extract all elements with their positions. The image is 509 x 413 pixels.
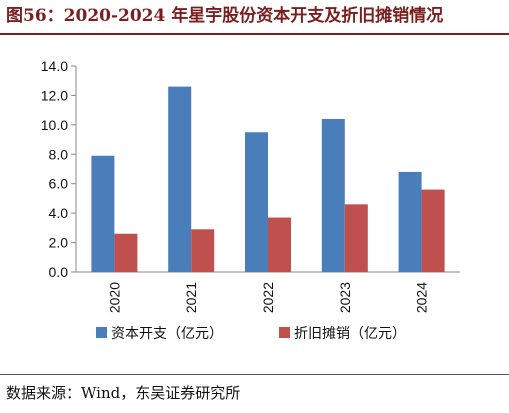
bar-capex-2022 xyxy=(245,132,268,272)
x-tick-label: 2021 xyxy=(183,282,199,313)
chart-legend: 资本开支（亿元） 折旧摊销（亿元） xyxy=(96,326,406,342)
bar-capex-2024 xyxy=(398,171,422,272)
y-tick-label: 2.0 xyxy=(49,235,69,251)
y-tick-label: 12.0 xyxy=(41,87,68,103)
bar-capex-2023 xyxy=(321,118,345,272)
x-tick-label: 2023 xyxy=(337,282,353,313)
title-divider xyxy=(0,33,509,35)
bar-depreciation-2021 xyxy=(191,229,215,272)
x-tick-label: 2022 xyxy=(260,282,276,313)
y-axis-ticks: 0.0 2.0 4.0 6.0 8.0 10.0 12.0 14.0 xyxy=(41,58,76,280)
y-tick-label: 10.0 xyxy=(41,117,68,133)
x-tick-label: 2024 xyxy=(414,282,430,313)
y-tick-label: 8.0 xyxy=(49,146,69,162)
y-tick-label: 14.0 xyxy=(41,58,68,74)
data-source-note: 数据来源：Wind，东吴证券研究所 xyxy=(6,384,241,402)
bar-depreciation-2020 xyxy=(114,233,138,272)
y-tick-label: 4.0 xyxy=(49,205,69,221)
x-tick-label: 2020 xyxy=(106,282,122,313)
bar-depreciation-2024 xyxy=(421,189,445,272)
bar-chart: 0.0 2.0 4.0 6.0 8.0 10.0 12.0 14.0 2020 2021 2022… xyxy=(41,58,460,342)
legend-swatch xyxy=(279,327,290,338)
footer-divider xyxy=(0,374,509,375)
legend-label: 资本开支（亿元） xyxy=(111,326,223,342)
bar-series xyxy=(91,86,445,272)
chart-title: 图56：2020-2024 年星宇股份资本开支及折旧摊销情况 xyxy=(6,6,444,26)
y-tick-label: 0.0 xyxy=(49,264,69,280)
x-axis-ticks: 2020 2021 2022 2023 2024 xyxy=(106,282,429,313)
bar-depreciation-2022 xyxy=(268,217,291,272)
bar-capex-2021 xyxy=(168,86,192,272)
legend-label: 折旧摊销（亿元） xyxy=(294,326,406,342)
legend-swatch xyxy=(96,327,107,338)
bar-capex-2020 xyxy=(91,155,115,272)
y-tick-label: 6.0 xyxy=(49,176,69,192)
bar-depreciation-2023 xyxy=(344,204,368,272)
